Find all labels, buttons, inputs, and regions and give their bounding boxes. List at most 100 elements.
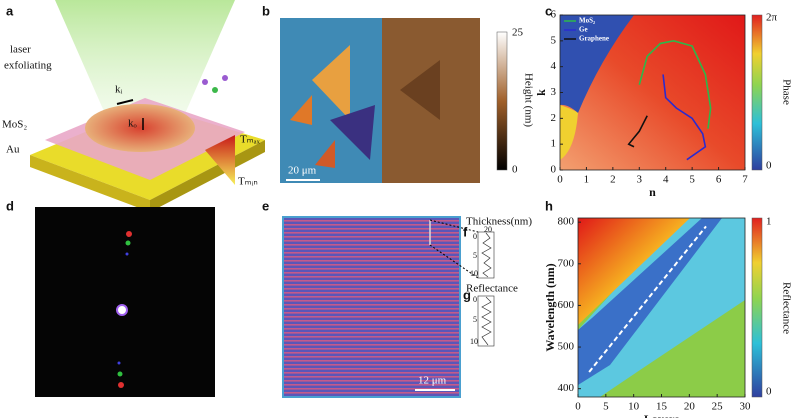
colorbar-tick: 0 — [766, 160, 772, 172]
x-axis-label: n — [649, 185, 656, 199]
tick-label: 20 — [484, 225, 492, 234]
spot — [125, 252, 129, 256]
panel-c: 2π 0 Phase c — [545, 3, 792, 171]
spot — [118, 382, 124, 388]
diffraction-image — [35, 207, 215, 397]
temperature-wedge — [205, 135, 235, 185]
spot — [116, 304, 128, 316]
arrow — [116, 99, 134, 105]
label: laser — [10, 44, 31, 56]
flake — [330, 105, 375, 160]
colorbar-label: Reflectance — [780, 282, 792, 334]
x-tick-label: 0 — [575, 401, 581, 413]
data-line — [638, 40, 712, 129]
colorbar-label: Height (nm) — [522, 73, 534, 127]
particle — [212, 87, 218, 93]
x-tick-label: 20 — [684, 401, 696, 413]
label: Thickness(nm) — [466, 216, 532, 228]
panel-label: b — [262, 3, 270, 18]
panel-d: d — [6, 198, 215, 397]
spot — [125, 240, 131, 246]
flake — [290, 95, 312, 125]
x-tick-label: 7 — [742, 174, 748, 186]
x-tick-label: 30 — [740, 401, 752, 413]
spot — [117, 371, 123, 377]
panel-label: d — [6, 198, 14, 213]
phase-map-region — [560, 105, 578, 160]
x-tick-label: 6 — [716, 174, 722, 186]
x-tick-label: 5 — [689, 174, 695, 186]
guide-line — [429, 219, 479, 233]
panel-g: Reflectance 0 5 10 g — [463, 283, 518, 347]
tick-label: 5 — [473, 315, 477, 324]
tick-label: 10 — [470, 337, 478, 346]
x-tick-label: 2 — [610, 174, 616, 186]
particle — [202, 79, 208, 85]
panel-label: c — [545, 3, 552, 18]
colorbar-tick: 0 — [512, 164, 518, 176]
label: Tₘₐₓ — [240, 134, 261, 146]
colorbar — [751, 217, 763, 398]
label: exfoliating — [4, 60, 52, 72]
x-tick-label: 1 — [584, 174, 590, 186]
label: MoS₂ — [2, 119, 27, 131]
panel-label: h — [545, 198, 553, 213]
heatmap-region — [578, 218, 722, 385]
tick-label: 5 — [473, 251, 477, 260]
x-tick-label: 0 — [557, 174, 563, 186]
gold-side — [30, 155, 150, 212]
colorbar-tick: 2π — [766, 12, 778, 24]
flake — [315, 140, 335, 168]
colorbar — [751, 14, 763, 171]
profile-box — [477, 295, 495, 347]
guide-line — [429, 244, 479, 279]
profile — [481, 232, 492, 278]
y-tick-label: 800 — [558, 216, 575, 228]
legend-label: Graphene — [579, 35, 609, 43]
panel-b: 20 μm 25 0 Height (nm) b — [262, 3, 534, 183]
panel-f: Thickness(nm) 20 0 5 10 f — [463, 216, 532, 279]
colorbar — [496, 31, 508, 171]
flake — [400, 60, 440, 120]
legend-label: Ge — [579, 26, 588, 34]
heatmap-region — [578, 218, 690, 325]
scale-bar-label: 20 μm — [288, 165, 317, 177]
y-tick-label: 1 — [551, 138, 557, 150]
panel-label: e — [262, 198, 269, 213]
x-tick-label: 3 — [637, 174, 643, 186]
legend-label: MoS₂ — [579, 17, 595, 25]
y-tick-label: 500 — [558, 341, 575, 353]
colorbar-tick: 0 — [766, 386, 772, 398]
colorbar-tick: 25 — [512, 27, 524, 39]
heated-spot — [85, 104, 195, 152]
y-tick-label: 3 — [551, 86, 557, 98]
label: Reflectance — [466, 283, 518, 295]
label: Au — [6, 144, 20, 156]
y-tick-label: 700 — [558, 257, 575, 269]
phase-map-region — [560, 15, 634, 113]
flake — [312, 45, 350, 120]
label: Tₘᵢₙ — [238, 176, 258, 188]
panel-label: f — [463, 224, 468, 239]
gold-side — [150, 140, 265, 212]
spot — [117, 361, 121, 365]
x-axis-label: Layers — [644, 412, 680, 418]
x-tick-label: 15 — [656, 401, 668, 413]
tick-label: 0 — [473, 295, 477, 304]
y-tick-label: 0 — [551, 164, 557, 176]
panel-label: a — [6, 3, 14, 18]
y-axis-label: k — [534, 89, 548, 96]
y-tick-label: 600 — [558, 299, 575, 311]
y-tick-label: 4 — [551, 60, 557, 72]
colorbar-tick: 1 — [766, 216, 772, 228]
scale-bar-label: 12 μm — [418, 375, 447, 387]
profile — [481, 296, 492, 346]
heatmap-region — [578, 218, 745, 397]
panel-h: 1 0 Reflectance h — [545, 198, 792, 397]
label: kₒ — [128, 118, 137, 130]
y-axis-label: Wavelength (nm) — [543, 263, 557, 351]
data-line — [662, 74, 707, 161]
spot — [126, 231, 132, 237]
x-tick-label: 25 — [712, 401, 724, 413]
